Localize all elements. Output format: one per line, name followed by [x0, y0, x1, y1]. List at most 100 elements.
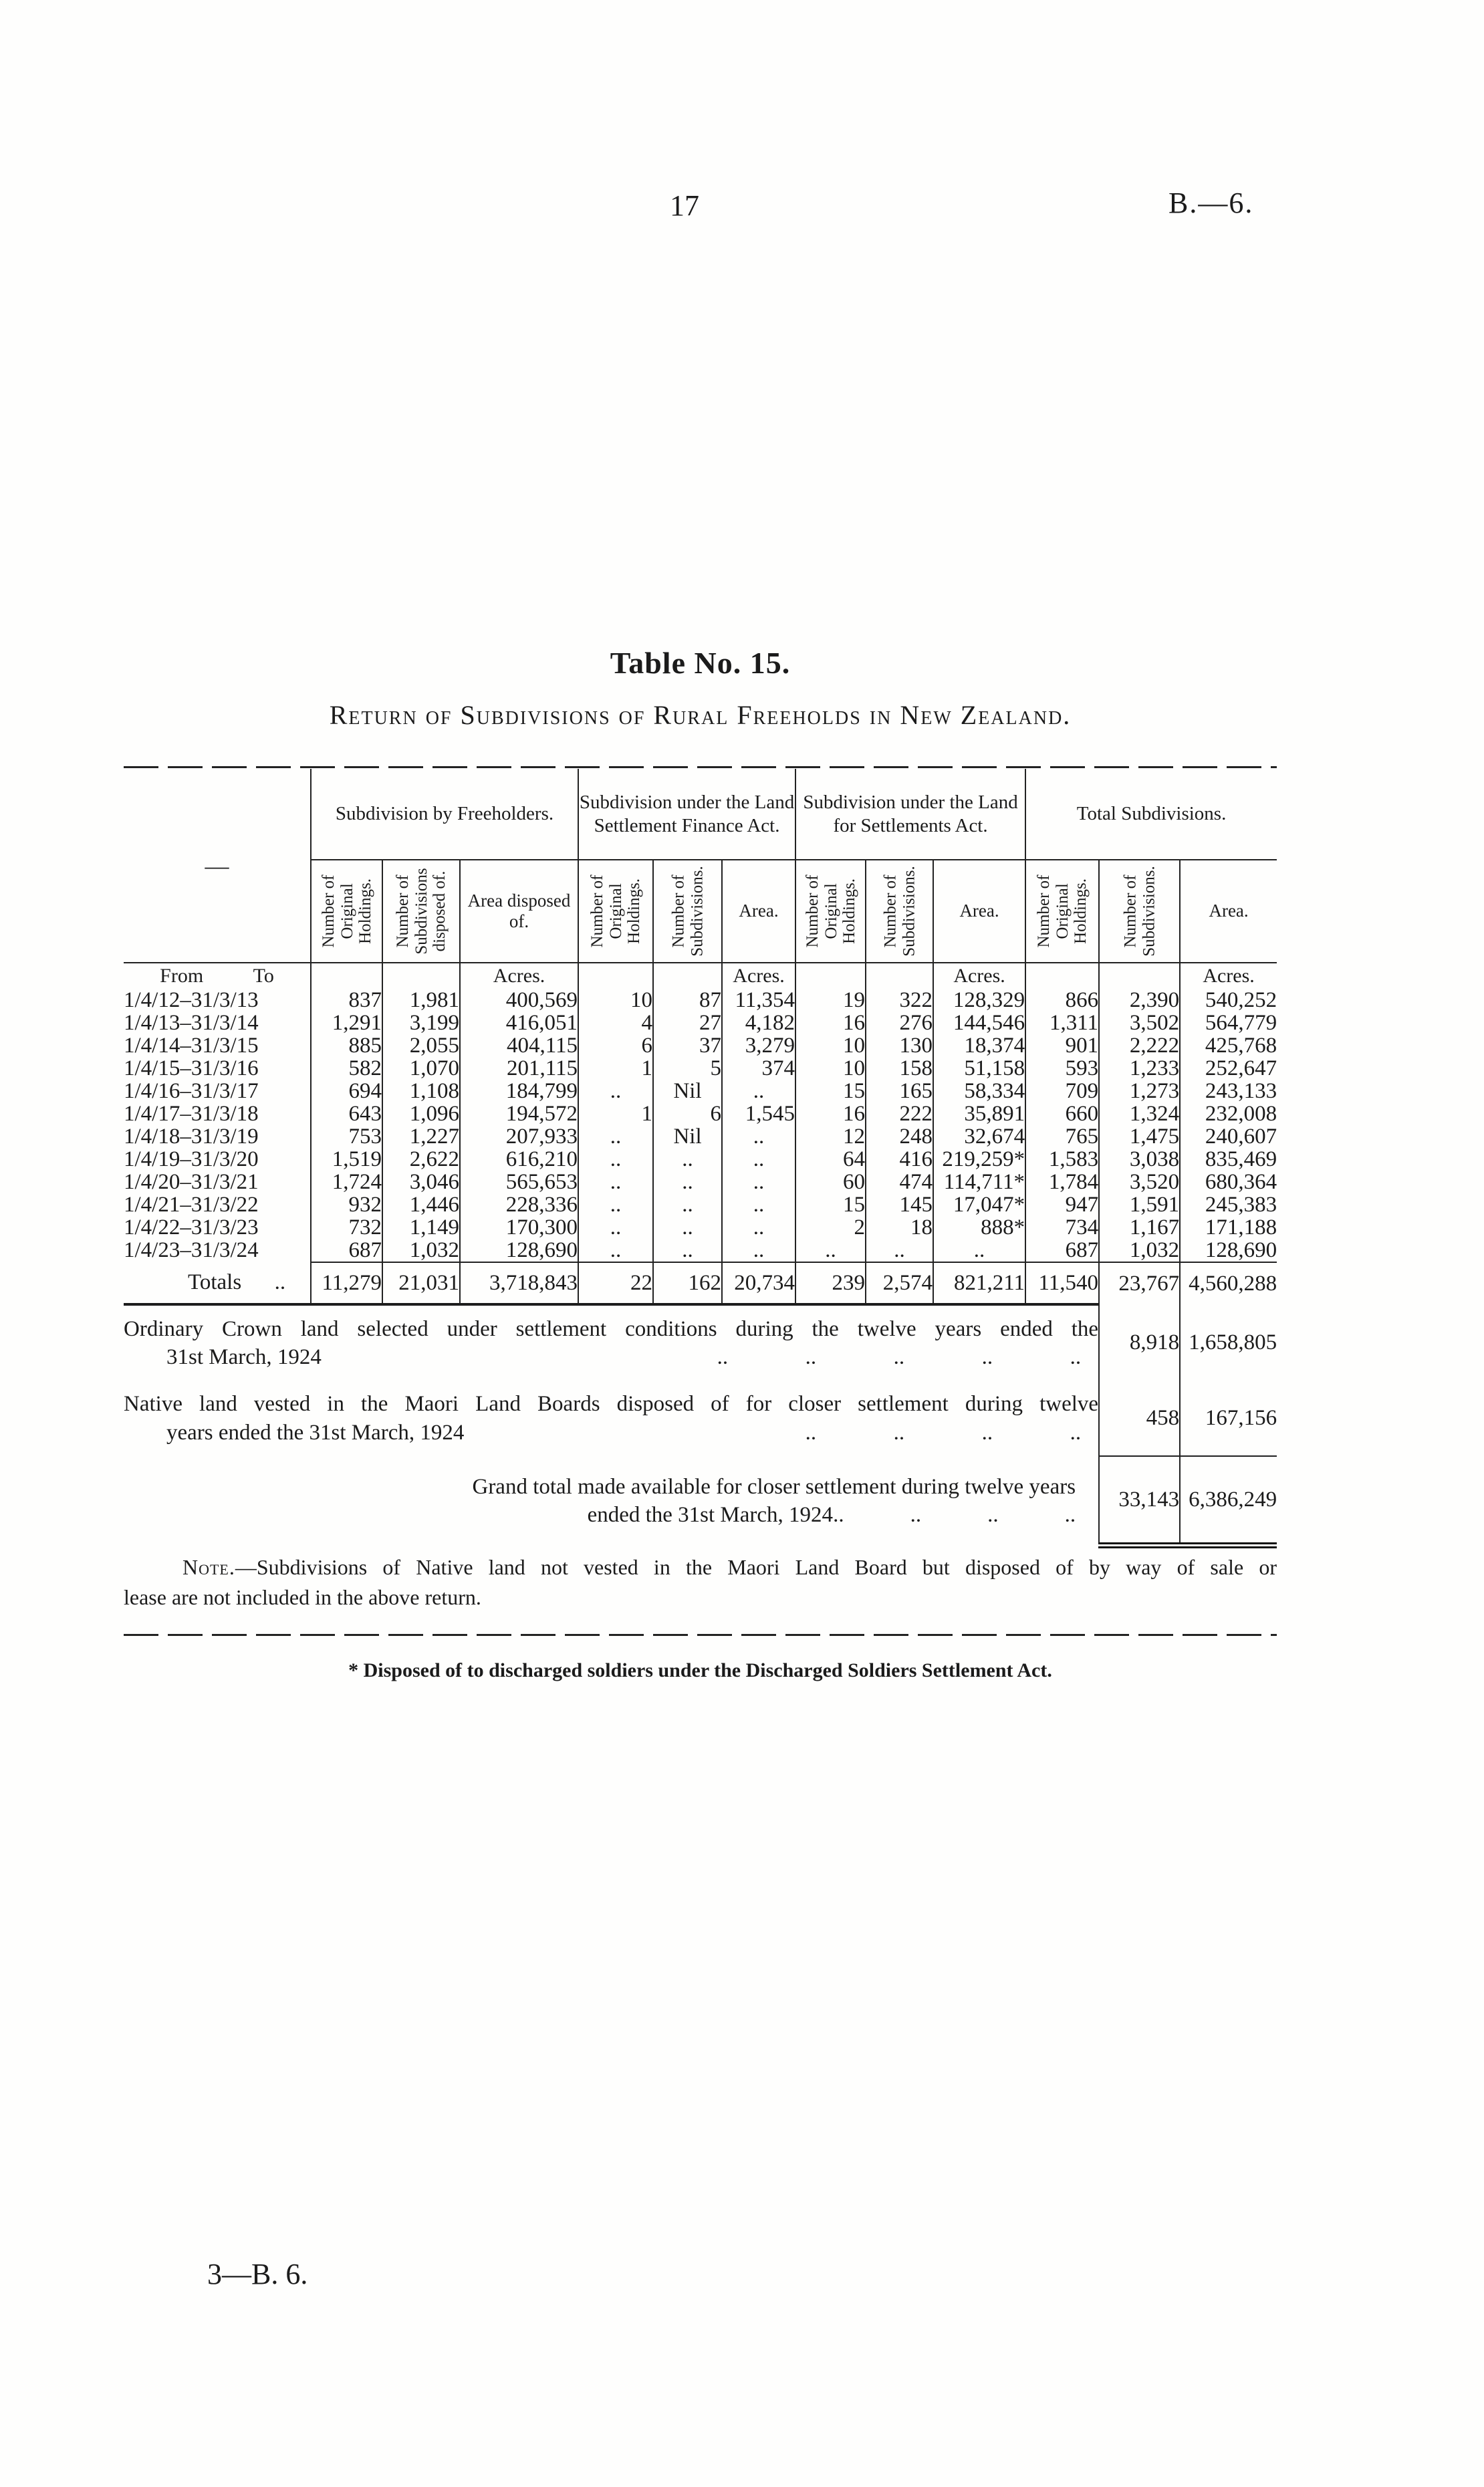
period-cell: 1/4/13–31/3/14 — [124, 1010, 259, 1035]
col-header: Number of Original Holdings. — [1025, 860, 1100, 963]
paper-reference: B.—6. — [1168, 187, 1254, 219]
period-cell: 1/4/23–31/3/24 — [124, 1238, 259, 1262]
col-header: Number of Subdivisions. — [652, 860, 723, 963]
value-cell: 932 — [310, 1193, 382, 1216]
value-cell: 16 — [795, 1012, 866, 1034]
dot-leaders: .. .. .. .. — [805, 1420, 1082, 1445]
value-cell: 680,364 — [1179, 1171, 1277, 1193]
value-cell: 901 — [1025, 1034, 1100, 1057]
group-land-for-settlements: Subdivision under the Land for Settlemen… — [795, 769, 1026, 860]
period-column-header: — — [124, 769, 311, 963]
value-cell: 184,799 — [459, 1080, 579, 1102]
totals-value-cell: 821,211 — [933, 1262, 1026, 1306]
table-body: From To Acres. Acres. Acres. Acres. 1/4/… — [124, 963, 1277, 1548]
value-cell: 765 — [1025, 1125, 1100, 1148]
value-cell: 228,336 — [459, 1193, 579, 1216]
value-cell: 1,149 — [382, 1216, 460, 1239]
value-cell: 19 — [795, 989, 866, 1012]
value-cell: 1,070 — [382, 1057, 460, 1080]
value-cell: 51,158 — [933, 1057, 1026, 1080]
value-cell: 158 — [865, 1057, 934, 1080]
dot-leaders: .. .. .. .. — [833, 1502, 1076, 1527]
value-cell: .. — [721, 1193, 796, 1216]
totals-value-cell: 22 — [578, 1262, 654, 1306]
value-cell: 128,690 — [459, 1239, 579, 1262]
totals-value-cell: 3,718,843 — [459, 1262, 579, 1306]
value-cell: 474 — [865, 1171, 934, 1193]
data-row: 1/4/22–31/3/23 732 1,149 170,300...... 2 18 88… — [124, 1216, 1277, 1239]
value-cell: .. — [652, 1171, 723, 1193]
value-cell: 17,047* — [933, 1193, 1026, 1216]
value-cell: 1,227 — [382, 1125, 460, 1148]
totals-value-cell: 4,560,288 — [1179, 1262, 1277, 1304]
value-cell: .. — [721, 1239, 796, 1262]
col-header: Area. — [933, 860, 1026, 963]
value-cell: 1,583 — [1025, 1148, 1100, 1171]
note-label: Note. — [182, 1555, 235, 1579]
note-text-line2: lease are not included in the above retu… — [124, 1584, 481, 1609]
value-cell: 3,038 — [1098, 1148, 1181, 1171]
value-cell: 540,252 — [1179, 989, 1277, 1012]
totals-value-cell: 23,767 — [1098, 1262, 1181, 1304]
value-cell: .. — [865, 1239, 934, 1262]
value-cell: 3,199 — [382, 1012, 460, 1034]
value-cell: 60 — [795, 1171, 866, 1193]
value-cell: 1,167 — [1098, 1216, 1181, 1239]
col-header: Area. — [721, 860, 796, 963]
value-cell: .. — [721, 1148, 796, 1171]
table-subtitle: Return of Subdivisions of Rural Freehold… — [329, 700, 1072, 730]
value-cell: 616,210 — [459, 1148, 579, 1171]
group-land-settlement-finance: Subdivision under the Land Settlement Fi… — [578, 769, 796, 860]
value-cell: 144,546 — [933, 1012, 1026, 1034]
acres-label: Acres. — [1179, 963, 1277, 989]
grand-area-value: 6,386,249 — [1179, 1455, 1277, 1548]
acres-label: Acres. — [459, 963, 579, 989]
value-cell: 145 — [865, 1193, 934, 1216]
page-number: 17 — [670, 189, 699, 222]
grand-total-row: Grand total made available for closer se… — [124, 1455, 1277, 1548]
aux-holdings-value: 8,918 — [1098, 1304, 1181, 1381]
footnote: * Disposed of to discharged soldiers und… — [348, 1659, 1052, 1681]
group-total-subdivisions: Total Subdivisions. — [1025, 769, 1277, 860]
value-cell: 1,446 — [382, 1193, 460, 1216]
value-cell: 709 — [1025, 1080, 1100, 1102]
grand-total-line1: Grand total made available for closer se… — [472, 1474, 1076, 1499]
period-cell: 1/4/18–31/3/19 — [124, 1124, 259, 1149]
period-cell: 1/4/20–31/3/21 — [124, 1169, 259, 1194]
value-cell: 1,108 — [382, 1080, 460, 1102]
table-header: — Subdivision by Freeholders. Subdivisio… — [124, 769, 1277, 963]
totals-value-cell: 239 — [795, 1262, 866, 1306]
col-header: Number of Original Holdings. — [310, 860, 382, 963]
value-cell: 2,055 — [382, 1034, 460, 1057]
value-cell: 6 — [652, 1102, 723, 1125]
value-cell: 416 — [865, 1148, 934, 1171]
value-cell: 885 — [310, 1034, 382, 1057]
totals-value-cell: 21,031 — [382, 1262, 460, 1306]
value-cell: 276 — [865, 1012, 934, 1034]
value-cell: 2 — [795, 1216, 866, 1239]
value-cell: 400,569 — [459, 989, 579, 1012]
value-cell: 1,032 — [382, 1239, 460, 1262]
value-cell: 16 — [795, 1102, 866, 1125]
value-cell: 1 — [578, 1102, 654, 1125]
value-cell: 837 — [310, 989, 382, 1012]
value-cell: .. — [652, 1193, 723, 1216]
value-cell: 12 — [795, 1125, 866, 1148]
note-text-line1: —Subdivisions of Native land not vested … — [235, 1555, 1277, 1579]
value-cell: 1,519 — [310, 1148, 382, 1171]
period-cell: 1/4/19–31/3/20 — [124, 1147, 259, 1171]
period-cell: 1/4/15–31/3/16 — [124, 1056, 259, 1080]
value-cell: 404,115 — [459, 1034, 579, 1057]
totals-value-cell: 162 — [652, 1262, 723, 1306]
footnote-separator-rule — [124, 1634, 1277, 1636]
acres-label: Acres. — [933, 963, 1026, 989]
value-cell: 2,390 — [1098, 989, 1181, 1012]
value-cell: 222 — [865, 1102, 934, 1125]
period-cell: 1/4/21–31/3/22 — [124, 1192, 259, 1217]
value-cell: 10 — [795, 1034, 866, 1057]
dot-leaders: .. .. .. .. .. — [717, 1345, 1082, 1369]
value-cell: 1,032 — [1098, 1239, 1181, 1262]
value-cell: 1,233 — [1098, 1057, 1181, 1080]
value-cell: 207,933 — [459, 1125, 579, 1148]
data-row: 1/4/17–31/3/18 643 1,096 194,572 1 6 1,545 16 22… — [124, 1102, 1277, 1125]
